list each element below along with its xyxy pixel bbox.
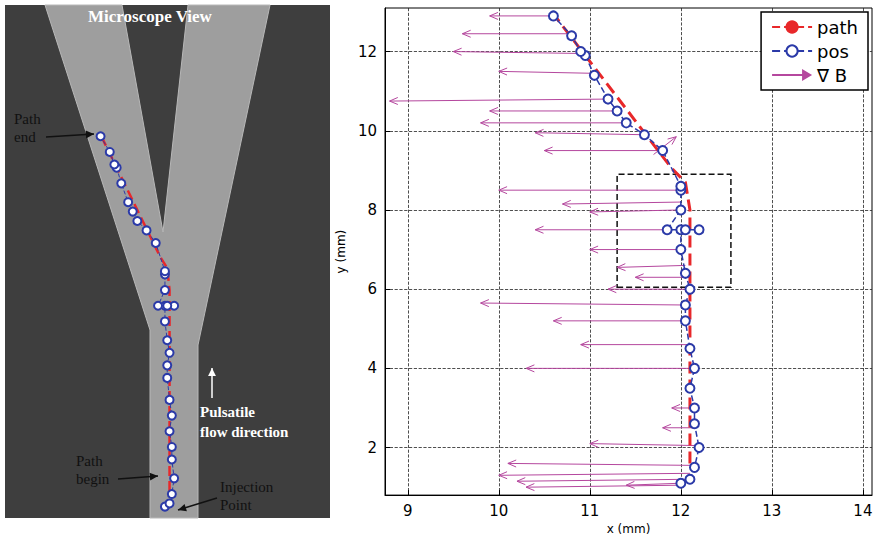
svg-text:path: path xyxy=(817,17,858,38)
svg-text:y (mm): y (mm) xyxy=(334,230,348,274)
svg-text:6: 6 xyxy=(367,280,377,298)
svg-text:end: end xyxy=(14,129,36,145)
svg-text:Injection: Injection xyxy=(220,479,274,495)
svg-text:pos: pos xyxy=(817,41,849,62)
svg-text:Point: Point xyxy=(220,497,253,513)
svg-text:Microscope View: Microscope View xyxy=(88,7,213,26)
svg-text:12: 12 xyxy=(671,502,690,520)
svg-text:begin: begin xyxy=(76,471,110,487)
svg-text:∇ B: ∇ B xyxy=(816,65,847,86)
svg-text:flow direction: flow direction xyxy=(200,424,289,440)
svg-text:10: 10 xyxy=(358,122,377,140)
svg-text:4: 4 xyxy=(367,359,377,377)
svg-text:12: 12 xyxy=(358,43,377,61)
svg-text:10: 10 xyxy=(489,502,508,520)
svg-text:2: 2 xyxy=(367,439,377,457)
svg-text:11: 11 xyxy=(580,502,599,520)
svg-text:9: 9 xyxy=(403,502,413,520)
svg-text:Path: Path xyxy=(14,111,41,127)
svg-text:8: 8 xyxy=(367,201,377,219)
svg-text:Path: Path xyxy=(76,453,103,469)
svg-text:13: 13 xyxy=(762,502,781,520)
svg-text:Pulsatile: Pulsatile xyxy=(200,404,255,420)
svg-text:x (mm): x (mm) xyxy=(607,522,651,536)
svg-text:14: 14 xyxy=(853,502,872,520)
